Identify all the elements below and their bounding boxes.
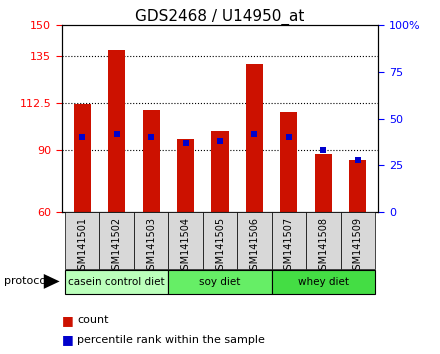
- FancyBboxPatch shape: [341, 212, 375, 269]
- Text: GSM141506: GSM141506: [249, 217, 260, 276]
- Text: casein control diet: casein control diet: [68, 277, 165, 287]
- FancyBboxPatch shape: [169, 212, 203, 269]
- FancyBboxPatch shape: [99, 212, 134, 269]
- Bar: [315, 154, 332, 212]
- Bar: [349, 160, 367, 212]
- Text: count: count: [77, 315, 109, 325]
- FancyBboxPatch shape: [306, 212, 341, 269]
- Bar: [73, 104, 91, 212]
- FancyBboxPatch shape: [203, 212, 237, 269]
- FancyBboxPatch shape: [237, 212, 271, 269]
- Bar: [108, 50, 125, 212]
- Text: GSM141502: GSM141502: [112, 217, 122, 276]
- Text: protocol: protocol: [4, 276, 50, 286]
- FancyBboxPatch shape: [65, 212, 99, 269]
- Text: GSM141509: GSM141509: [353, 217, 363, 276]
- FancyBboxPatch shape: [65, 270, 169, 294]
- FancyBboxPatch shape: [271, 270, 375, 294]
- Text: percentile rank within the sample: percentile rank within the sample: [77, 335, 265, 345]
- Bar: [246, 64, 263, 212]
- FancyBboxPatch shape: [169, 270, 271, 294]
- Text: ■: ■: [62, 333, 73, 346]
- Bar: [143, 110, 160, 212]
- Text: GSM141505: GSM141505: [215, 217, 225, 276]
- Text: GSM141504: GSM141504: [180, 217, 191, 276]
- Bar: [280, 112, 297, 212]
- FancyBboxPatch shape: [134, 212, 169, 269]
- Title: GDS2468 / U14950_at: GDS2468 / U14950_at: [136, 8, 304, 25]
- Text: soy diet: soy diet: [199, 277, 241, 287]
- Bar: [211, 131, 229, 212]
- Bar: [177, 139, 194, 212]
- Text: GSM141501: GSM141501: [77, 217, 87, 276]
- Text: whey diet: whey diet: [298, 277, 349, 287]
- FancyBboxPatch shape: [271, 212, 306, 269]
- Text: GSM141503: GSM141503: [146, 217, 156, 276]
- Text: GSM141508: GSM141508: [318, 217, 328, 276]
- Text: ■: ■: [62, 314, 73, 327]
- Text: GSM141507: GSM141507: [284, 217, 294, 276]
- Polygon shape: [44, 274, 60, 289]
